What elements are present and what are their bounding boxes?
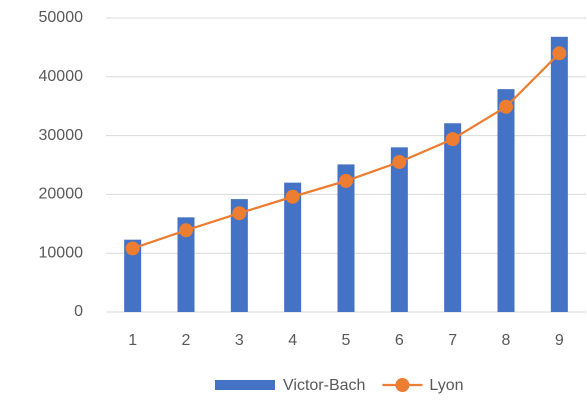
marker	[392, 155, 407, 170]
legend-label: Lyon	[429, 377, 463, 394]
bar	[230, 199, 248, 312]
marker	[339, 173, 353, 188]
marker	[232, 206, 247, 221]
marker	[125, 241, 140, 256]
x-tick-label: 2	[182, 332, 191, 349]
legend-swatch	[215, 380, 275, 390]
y-tick-label: 40000	[39, 68, 84, 85]
marker	[499, 99, 513, 114]
bar	[124, 239, 142, 312]
bar	[497, 89, 515, 312]
legend-marker	[395, 378, 410, 392]
x-tick-label: 1	[128, 332, 137, 349]
marker	[179, 223, 193, 238]
y-tick-label: 10000	[39, 244, 84, 261]
bar	[177, 217, 195, 312]
marker	[285, 189, 300, 204]
bar	[337, 164, 355, 312]
x-tick-label: 3	[235, 332, 244, 349]
x-tick-label: 4	[288, 332, 297, 349]
bar	[444, 123, 462, 312]
y-tick-label: 0	[74, 303, 83, 320]
y-tick-label: 20000	[39, 186, 84, 203]
y-tick-label: 30000	[39, 127, 84, 144]
y-tick-label: 50000	[39, 9, 84, 26]
bar	[550, 36, 568, 312]
marker	[552, 46, 567, 61]
x-tick-label: 7	[448, 332, 457, 349]
bar	[284, 182, 302, 312]
x-tick-label: 9	[555, 332, 564, 349]
x-tick-label: 5	[342, 332, 351, 349]
x-tick-label: 6	[395, 332, 404, 349]
bar	[390, 147, 408, 312]
marker	[445, 132, 460, 147]
x-tick-label: 8	[502, 332, 511, 349]
legend-label: Victor-Bach	[283, 377, 365, 394]
